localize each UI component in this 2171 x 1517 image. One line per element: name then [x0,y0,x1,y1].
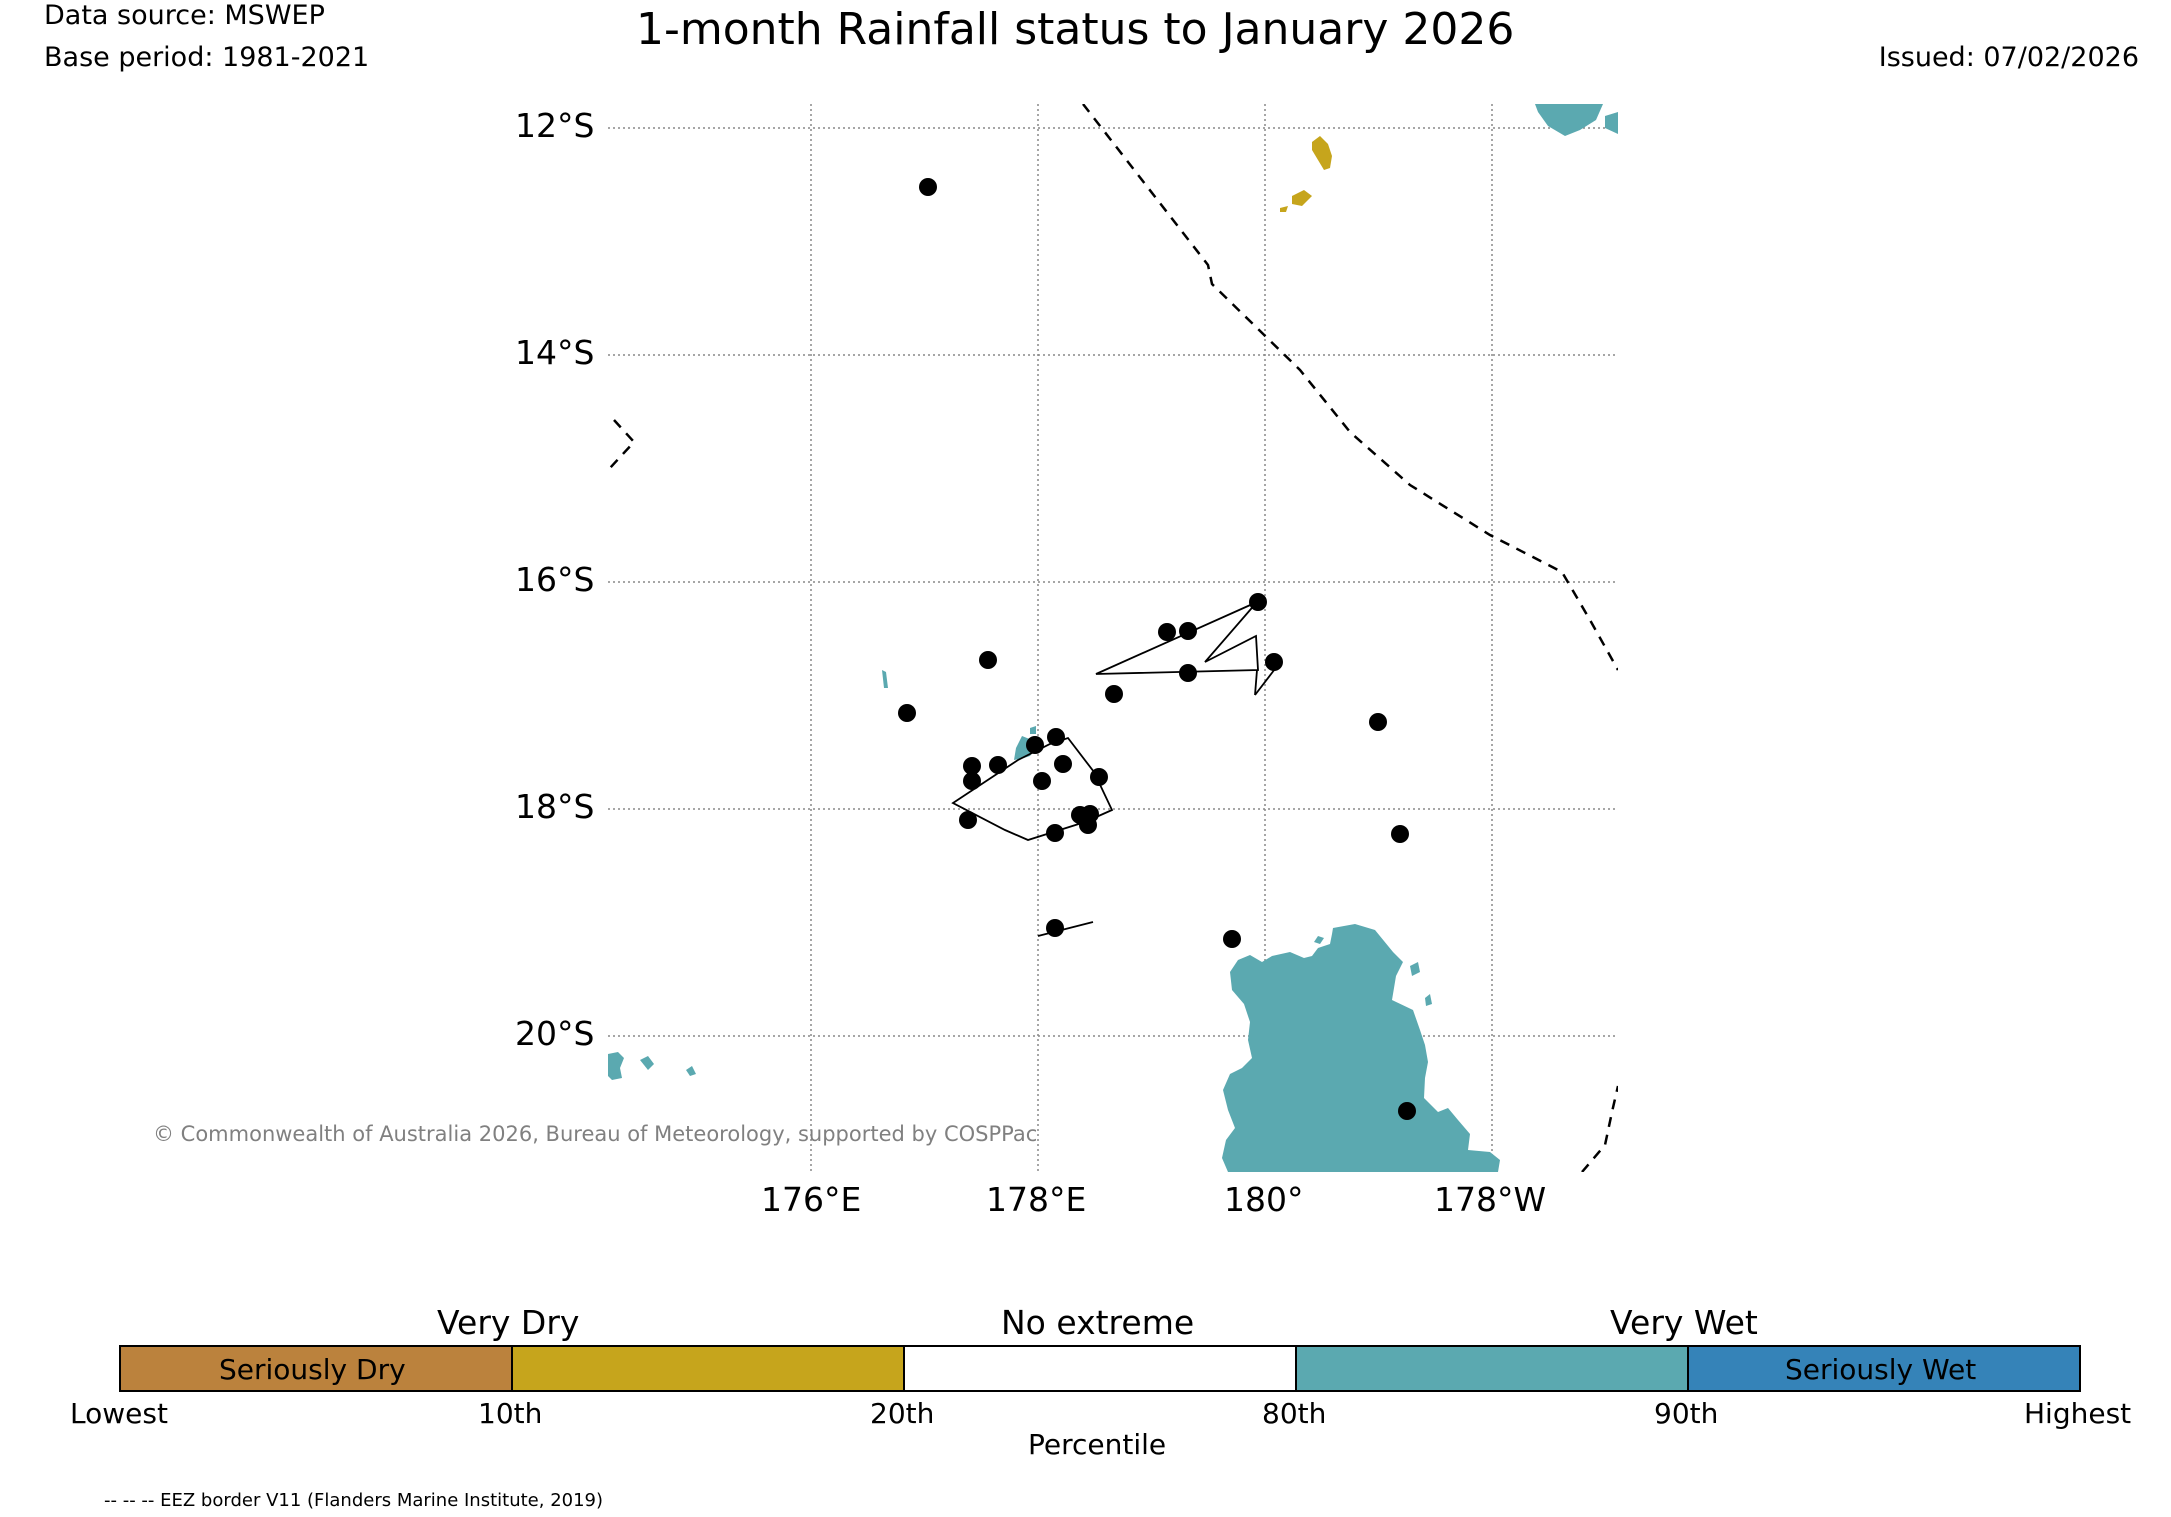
wet-area-islet [1425,994,1432,1006]
vanua-levu-outline [1095,601,1259,675]
wet-area-northeast [1535,104,1603,136]
station-marker[interactable] [1054,755,1072,773]
station-marker[interactable] [979,651,997,669]
colorbar-tick-80th: 80th [1262,1397,1327,1430]
lat-label-12s: 12°S [515,106,595,145]
colorbar [119,1345,2081,1392]
station-marker[interactable] [1046,919,1064,937]
wet-area-islet [1410,962,1420,976]
colorbar-heading-no-extreme: No extreme [1001,1303,1195,1342]
wet-area-islet [686,1066,696,1076]
colorbar-tick-20th: 20th [870,1397,935,1430]
station-marker[interactable] [989,756,1007,774]
station-marker[interactable] [1046,824,1064,842]
station-marker[interactable] [1047,728,1065,746]
issued-date: Issued: 07/02/2026 [1878,42,2139,73]
lat-label-18s: 18°S [515,787,595,826]
colorbar-label-seriously-wet: Seriously Wet [1785,1353,1977,1386]
eez-borders [609,104,1618,1172]
data-source: Data source: MSWEP [44,0,325,31]
lon-label-178e: 178°E [986,1180,1087,1219]
colorbar-seriously-dry [120,1346,512,1391]
page-title: 1-month Rainfall status to January 2026 [636,4,1515,55]
station-marker[interactable] [1033,772,1051,790]
colorbar-tick-10th: 10th [478,1397,543,1430]
wet-area-islet [640,1056,654,1070]
colorbar-label-seriously-dry: Seriously Dry [219,1353,406,1386]
colorbar-tick-lowest: Lowest [70,1397,168,1430]
station-marker[interactable] [1179,664,1197,682]
colorbar-tick-90th: 90th [1654,1397,1719,1430]
station-marker[interactable] [1223,930,1241,948]
station-marker[interactable] [1391,825,1409,843]
wet-area-west-islet [882,670,888,688]
wet-area-southwest [608,1052,624,1080]
station-marker[interactable] [1265,653,1283,671]
colorbar-heading-very-wet: Very Wet [1610,1303,1758,1342]
station-marker[interactable] [1398,1102,1416,1120]
station-marker[interactable] [1369,713,1387,731]
colorbar-very-wet [1296,1346,1688,1391]
station-marker[interactable] [959,811,977,829]
gridlines [608,104,1618,1172]
very-wet-areas [608,104,1618,1172]
lon-label-178w: 178°W [1434,1180,1547,1219]
colorbar-no-extreme [904,1346,1296,1391]
colorbar-axis-label: Percentile [1028,1428,1167,1461]
colorbar-heading-very-dry: Very Dry [437,1303,580,1342]
lat-label-14s: 14°S [515,333,595,372]
wet-area-islet [1314,936,1324,944]
wet-area-northeast-2 [1605,112,1618,134]
lon-label-176e: 176°E [761,1180,862,1219]
lat-label-16s: 16°S [515,560,595,599]
station-marker[interactable] [919,178,937,196]
wet-area-islet [1030,726,1036,734]
eez-footnote: -- -- -- EEZ border V11 (Flanders Marine… [104,1490,604,1511]
station-marker[interactable] [1249,593,1267,611]
station-marker[interactable] [1079,816,1097,834]
station-marker[interactable] [963,772,981,790]
dry-area-north-2 [1292,190,1312,206]
station-marker[interactable] [1105,685,1123,703]
very-dry-areas [1280,136,1332,212]
colorbar-tick-highest: Highest [2024,1397,2132,1430]
station-marker[interactable] [1090,768,1108,786]
station-marker[interactable] [1026,736,1044,754]
wet-area-southeast [1222,924,1500,1172]
station-marker[interactable] [1179,622,1197,640]
station-marker[interactable] [898,704,916,722]
station-marker[interactable] [963,757,981,775]
colorbar-very-dry [512,1346,904,1391]
copyright-notice: © Commonwealth of Australia 2026, Bureau… [153,1122,1038,1146]
dry-area-islet [1280,206,1288,212]
island-outlines [951,601,1279,937]
rain-stations [898,178,1416,1120]
base-period: Base period: 1981-2021 [44,42,370,73]
lat-label-20s: 20°S [515,1014,595,1053]
colorbar-seriously-wet [1688,1346,2080,1391]
station-marker[interactable] [1158,623,1176,641]
dry-area-north [1312,136,1332,170]
lon-label-180: 180° [1224,1180,1304,1219]
